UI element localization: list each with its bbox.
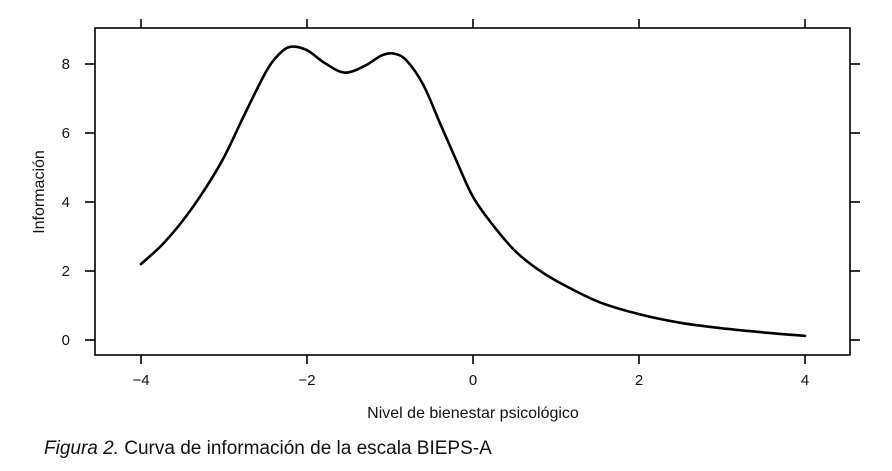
x-tick-label: −2 [298,372,315,389]
x-tick-label: 0 [469,372,477,389]
y-axis: 0 2 4 6 8 [62,56,860,349]
figure-caption: Figura 2. Curva de información de la esc… [44,438,492,460]
information-curve [139,45,807,338]
information-curve-chart: −4 −2 0 2 4 0 2 4 6 8 Nivel de bienestar psicoló… [31,19,860,422]
x-tick-label: 4 [801,372,809,389]
x-axis-title: Nivel de bienestar psicológico [367,405,579,422]
y-tick-label: 0 [62,332,70,349]
x-tick-label: −4 [132,372,149,389]
y-tick-label: 4 [62,194,70,211]
y-tick-label: 8 [62,56,70,73]
y-tick-label: 6 [62,125,70,142]
x-axis: −4 −2 0 2 4 [132,19,809,389]
x-tick-label: 2 [635,372,643,389]
y-axis-title: Información [31,150,48,234]
plot-frame [94,27,851,356]
y-tick-label: 2 [62,263,70,280]
figure-number: Figura 2. [44,438,119,459]
figure-caption-text: Curva de información de la escala BIEPS-… [118,438,492,459]
